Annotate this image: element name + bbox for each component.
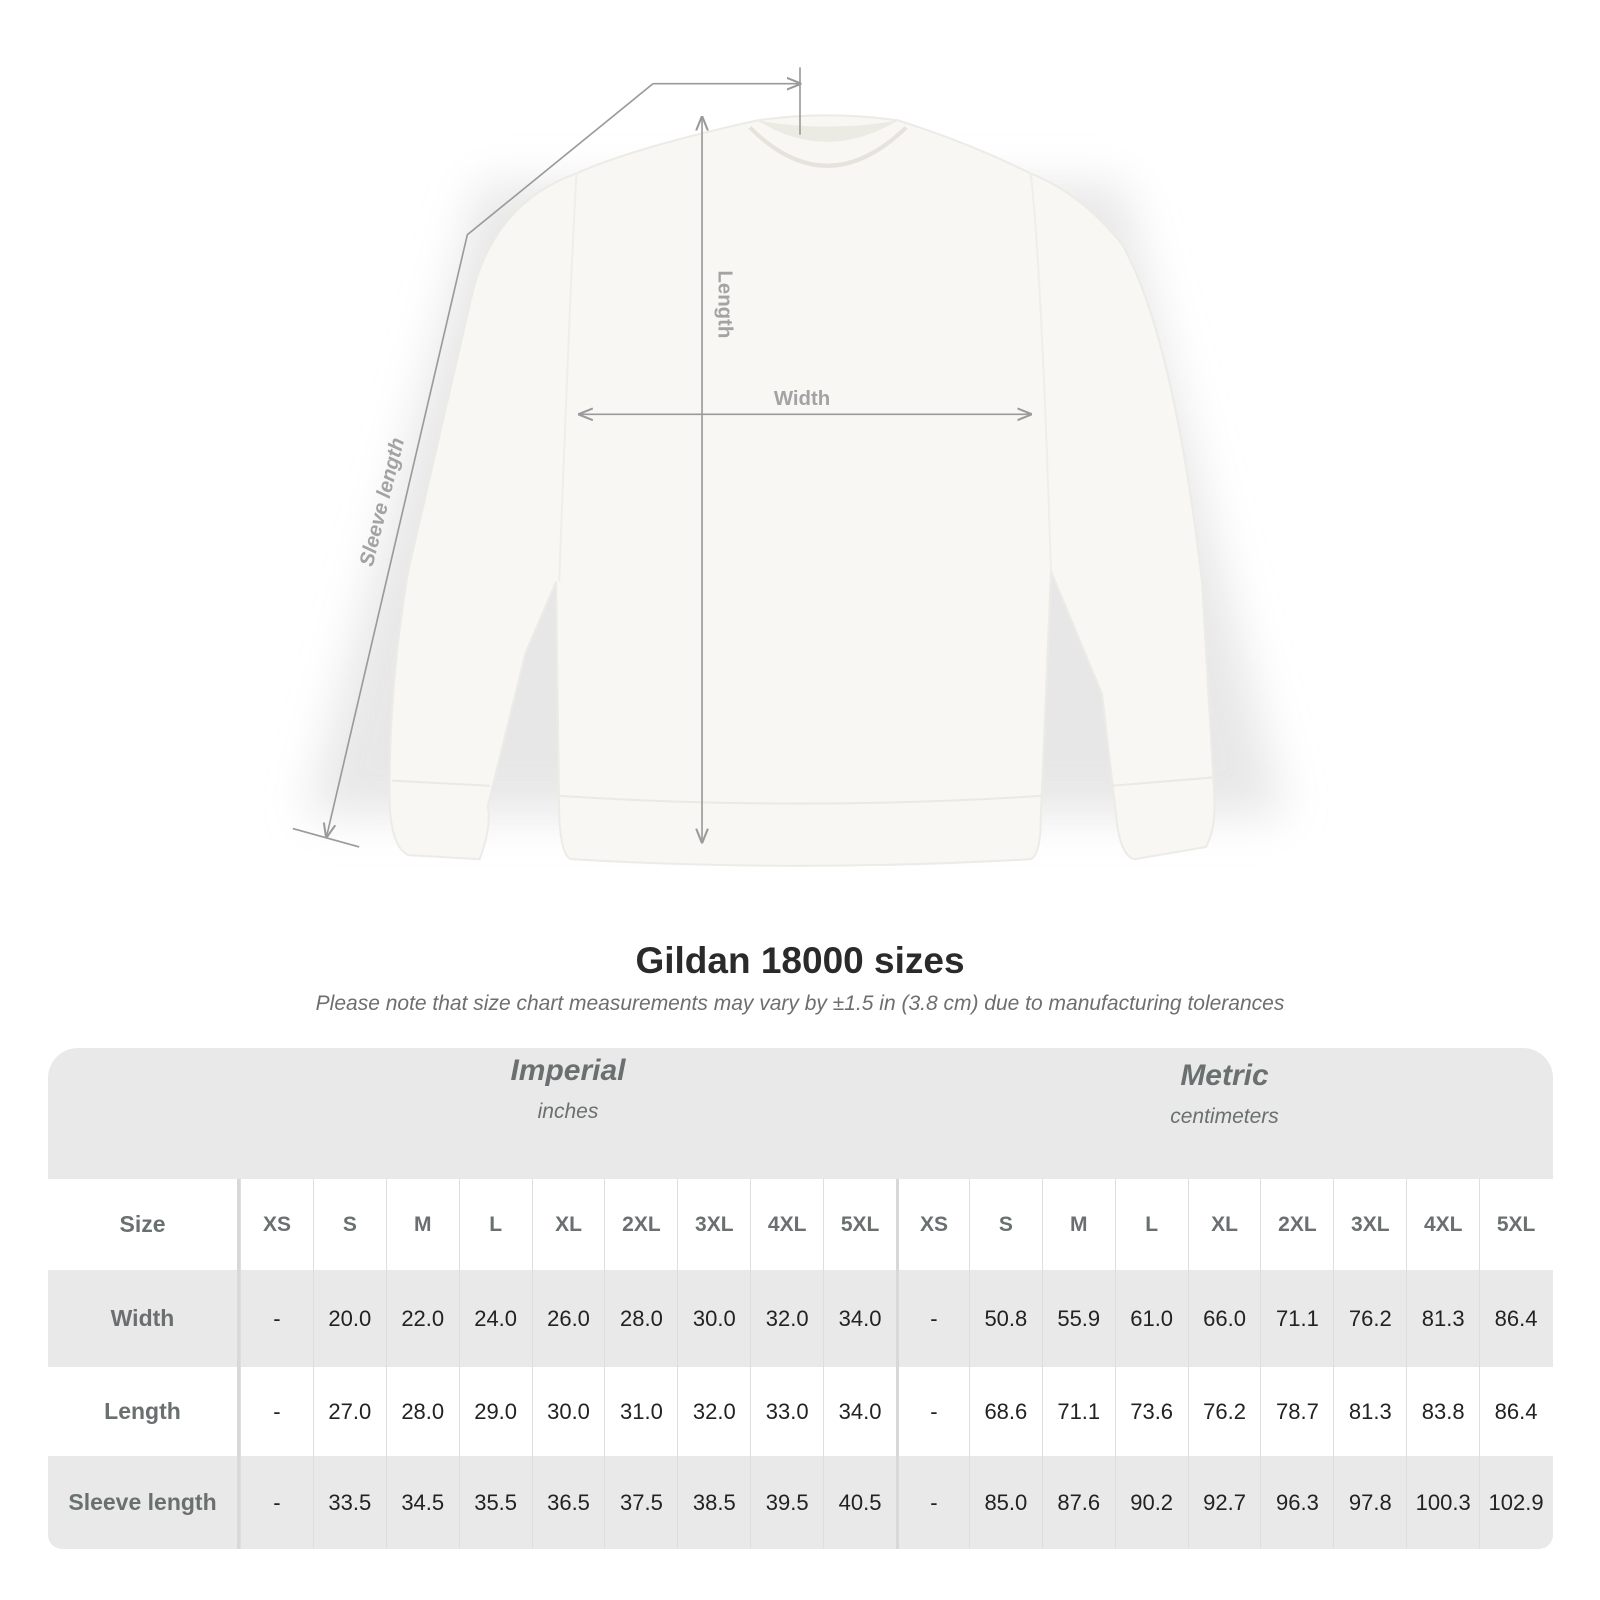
metric-value: -	[896, 1456, 969, 1549]
row-label: Length	[48, 1367, 240, 1456]
imperial-size-L: L	[458, 1179, 532, 1270]
metric-size-L: L	[1114, 1179, 1188, 1270]
imperial-value: 39.5	[750, 1456, 823, 1549]
metric-value: 55.9	[1041, 1270, 1115, 1367]
row-label: Width	[48, 1270, 240, 1367]
width-label: Width	[774, 388, 830, 410]
metric-value: 81.3	[1406, 1270, 1479, 1367]
metric-value: 86.4	[1479, 1270, 1552, 1367]
page-title: Gildan 18000 sizes	[635, 940, 965, 981]
imperial-size-XS: XS	[240, 1179, 313, 1270]
size-header-row: Size XS S M L XL 2XL 3XL 4XL 5XL XS S M L XL 2XL 3XL 4XL 5…	[48, 1179, 1553, 1270]
imperial-value: 20.0	[312, 1270, 386, 1367]
imperial-size-S: S	[312, 1179, 386, 1270]
metric-value: 78.7	[1260, 1367, 1333, 1456]
metric-size-3XL: 3XL	[1333, 1179, 1406, 1270]
imperial-value: 34.0	[823, 1367, 896, 1456]
metric-size-S: S	[968, 1179, 1042, 1270]
metric-value: 85.0	[968, 1456, 1042, 1549]
metric-unit: centimeters	[1170, 1105, 1279, 1128]
metric-value: 97.8	[1333, 1456, 1406, 1549]
metric-value: 71.1	[1260, 1270, 1333, 1367]
metric-size-XS: XS	[896, 1179, 969, 1270]
metric-value: 92.7	[1187, 1456, 1261, 1549]
imperial-header: Imperial inches	[240, 1054, 896, 1124]
metric-value: 76.2	[1333, 1270, 1406, 1367]
length-label: Length	[713, 270, 735, 338]
imperial-value: 31.0	[604, 1367, 677, 1456]
imperial-value: 36.5	[531, 1456, 605, 1549]
metric-size-2XL: 2XL	[1260, 1179, 1333, 1270]
imperial-value: 27.0	[312, 1367, 386, 1456]
metric-value: 90.2	[1114, 1456, 1188, 1549]
imperial-value: 32.0	[677, 1367, 750, 1456]
metric-value: 81.3	[1333, 1367, 1406, 1456]
imperial-value: 28.0	[385, 1367, 459, 1456]
imperial-value: 35.5	[458, 1456, 532, 1549]
table-row-sleeve-length: Sleeve length -33.5 34.5 35.5 36.5 37.5 38.5 39…	[48, 1456, 1553, 1549]
metric-value: 76.2	[1187, 1367, 1261, 1456]
imperial-value: 34.5	[385, 1456, 459, 1549]
imperial-title: Imperial	[510, 1054, 626, 1087]
metric-size-5XL: 5XL	[1479, 1179, 1552, 1270]
imperial-value: -	[240, 1367, 313, 1456]
imperial-value: 38.5	[677, 1456, 750, 1549]
imperial-value: 24.0	[458, 1270, 532, 1367]
metric-header: Metric centimeters	[896, 1059, 1553, 1129]
imperial-size-5XL: 5XL	[823, 1179, 896, 1270]
imperial-value: 32.0	[750, 1270, 823, 1367]
imperial-value: 26.0	[531, 1270, 605, 1367]
sweatshirt-measurement-diagram: Length Width Sleeve length	[292, 67, 1286, 867]
tolerance-note: Please note that size chart measurements…	[315, 992, 1285, 1015]
imperial-value: 33.5	[312, 1456, 386, 1549]
measurement-lines	[292, 67, 1031, 848]
sweatshirt	[388, 114, 1216, 867]
imperial-value: 30.0	[677, 1270, 750, 1367]
metric-title: Metric	[1180, 1059, 1269, 1092]
row-label: Sleeve length	[48, 1456, 240, 1549]
metric-value: 68.6	[968, 1367, 1042, 1456]
table-row-width: Width -20.0 22.0 24.0 26.0 28.0 30.0 32.0 34.0-5…	[48, 1270, 1553, 1367]
imperial-size-4XL: 4XL	[750, 1179, 823, 1270]
imperial-size-2XL: 2XL	[604, 1179, 677, 1270]
metric-value: 100.3	[1406, 1456, 1479, 1549]
imperial-size-3XL: 3XL	[677, 1179, 750, 1270]
unit-header-band	[48, 1048, 1553, 1179]
imperial-size-XL: XL	[531, 1179, 605, 1270]
metric-value: 66.0	[1187, 1270, 1261, 1367]
metric-value: -	[896, 1270, 969, 1367]
metric-value: 102.9	[1479, 1456, 1552, 1549]
metric-size-XL: XL	[1187, 1179, 1261, 1270]
metric-size-4XL: 4XL	[1406, 1179, 1479, 1270]
imperial-value: 33.0	[750, 1367, 823, 1456]
metric-value: 96.3	[1260, 1456, 1333, 1549]
imperial-value: 30.0	[531, 1367, 605, 1456]
metric-value: 86.4	[1479, 1367, 1552, 1456]
imperial-value: 37.5	[604, 1456, 677, 1549]
metric-value: 73.6	[1114, 1367, 1188, 1456]
metric-size-M: M	[1041, 1179, 1115, 1270]
imperial-value: 22.0	[385, 1270, 459, 1367]
metric-value: -	[896, 1367, 969, 1456]
metric-value: 71.1	[1041, 1367, 1115, 1456]
metric-value: 83.8	[1406, 1367, 1479, 1456]
imperial-value: 34.0	[823, 1270, 896, 1367]
imperial-size-M: M	[385, 1179, 459, 1270]
size-label: Size	[48, 1179, 240, 1270]
imperial-value: -	[240, 1456, 313, 1549]
imperial-value: -	[240, 1270, 313, 1367]
table-row-length: Length -27.0 28.0 29.0 30.0 31.0 32.0 33.0 34.0-…	[48, 1367, 1553, 1456]
metric-value: 50.8	[968, 1270, 1042, 1367]
metric-value: 87.6	[1041, 1456, 1115, 1549]
imperial-value: 28.0	[604, 1270, 677, 1367]
imperial-unit: inches	[537, 1100, 599, 1123]
imperial-value: 29.0	[458, 1367, 532, 1456]
metric-value: 61.0	[1114, 1270, 1188, 1367]
size-chart-table: Imperial inches Metric centimeters Size X…	[48, 1048, 1553, 1549]
imperial-value: 40.5	[823, 1456, 896, 1549]
